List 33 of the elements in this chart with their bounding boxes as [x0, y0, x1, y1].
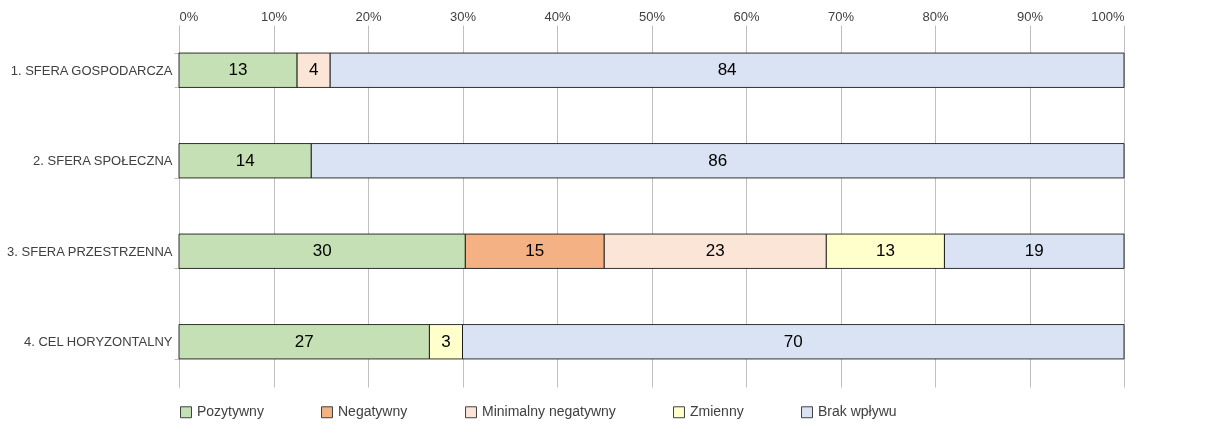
y-tick-label: 4. CEL HORYZONTALNY [23, 334, 173, 350]
data-label: 19 [1024, 241, 1044, 261]
x-tick-label: 90% [1016, 8, 1044, 24]
x-tick-label: 100% [1091, 8, 1125, 24]
x-tick-label: 0% [179, 8, 199, 24]
legend-label: Zmienny [690, 403, 744, 420]
x-tick-label: 30% [449, 8, 477, 24]
data-label: 13 [875, 241, 895, 261]
legend-label: Pozytywny [197, 403, 264, 420]
x-tick-label: 50% [638, 8, 666, 24]
data-label: 27 [294, 331, 314, 351]
data-label: 15 [525, 241, 545, 261]
x-tick-label: 10% [260, 8, 288, 24]
x-tick-label: 60% [733, 8, 760, 24]
x-tick-label: 80% [922, 8, 949, 24]
data-label: 3 [441, 331, 451, 351]
data-label: 30 [312, 241, 332, 261]
legend-label: Negatywny [338, 403, 408, 420]
data-label: 84 [717, 60, 737, 80]
x-tick-label: 70% [827, 8, 855, 24]
x-tick-label: 20% [355, 8, 382, 24]
data-label: 70 [783, 331, 803, 351]
data-label: 14 [235, 150, 255, 170]
x-tick-label: 40% [544, 8, 571, 24]
y-tick-label: 1. SFERA GOSPODARCZA [10, 62, 173, 78]
data-label: 4 [308, 60, 319, 80]
data-label: 23 [705, 241, 725, 261]
y-tick-label: 3. SFERA PRZESTRZENNA [7, 243, 173, 259]
legend-label: Brak wpływu [818, 403, 897, 420]
data-label: 86 [708, 150, 728, 170]
legend-label: Minimalny negatywny [482, 403, 616, 420]
data-label: 13 [228, 60, 248, 80]
y-tick-label: 2. SFERA SPOŁECZNA [33, 153, 173, 169]
